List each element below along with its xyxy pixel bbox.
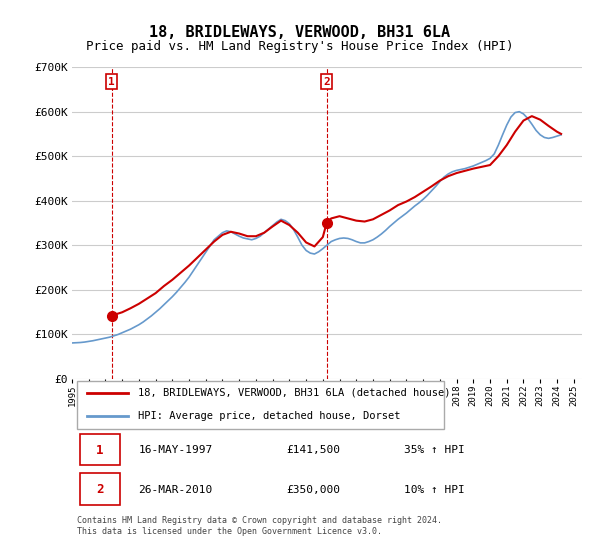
FancyBboxPatch shape — [80, 433, 121, 465]
Text: 2: 2 — [323, 77, 330, 87]
Text: 18, BRIDLEWAYS, VERWOOD, BH31 6LA (detached house): 18, BRIDLEWAYS, VERWOOD, BH31 6LA (detac… — [139, 388, 451, 398]
Text: 2: 2 — [97, 483, 104, 496]
Text: 26-MAR-2010: 26-MAR-2010 — [139, 485, 212, 495]
Text: 1: 1 — [108, 77, 115, 87]
Text: £141,500: £141,500 — [286, 445, 340, 455]
Text: 18, BRIDLEWAYS, VERWOOD, BH31 6LA: 18, BRIDLEWAYS, VERWOOD, BH31 6LA — [149, 25, 451, 40]
Text: Price paid vs. HM Land Registry's House Price Index (HPI): Price paid vs. HM Land Registry's House … — [86, 40, 514, 53]
FancyBboxPatch shape — [80, 473, 121, 505]
FancyBboxPatch shape — [77, 381, 444, 430]
Text: 10% ↑ HPI: 10% ↑ HPI — [404, 485, 464, 495]
Text: Contains HM Land Registry data © Crown copyright and database right 2024.
This d: Contains HM Land Registry data © Crown c… — [77, 516, 442, 536]
Text: HPI: Average price, detached house, Dorset: HPI: Average price, detached house, Dors… — [139, 411, 401, 421]
Text: £350,000: £350,000 — [286, 485, 340, 495]
Text: 1: 1 — [97, 444, 104, 457]
Text: 16-MAY-1997: 16-MAY-1997 — [139, 445, 212, 455]
Text: 35% ↑ HPI: 35% ↑ HPI — [404, 445, 464, 455]
